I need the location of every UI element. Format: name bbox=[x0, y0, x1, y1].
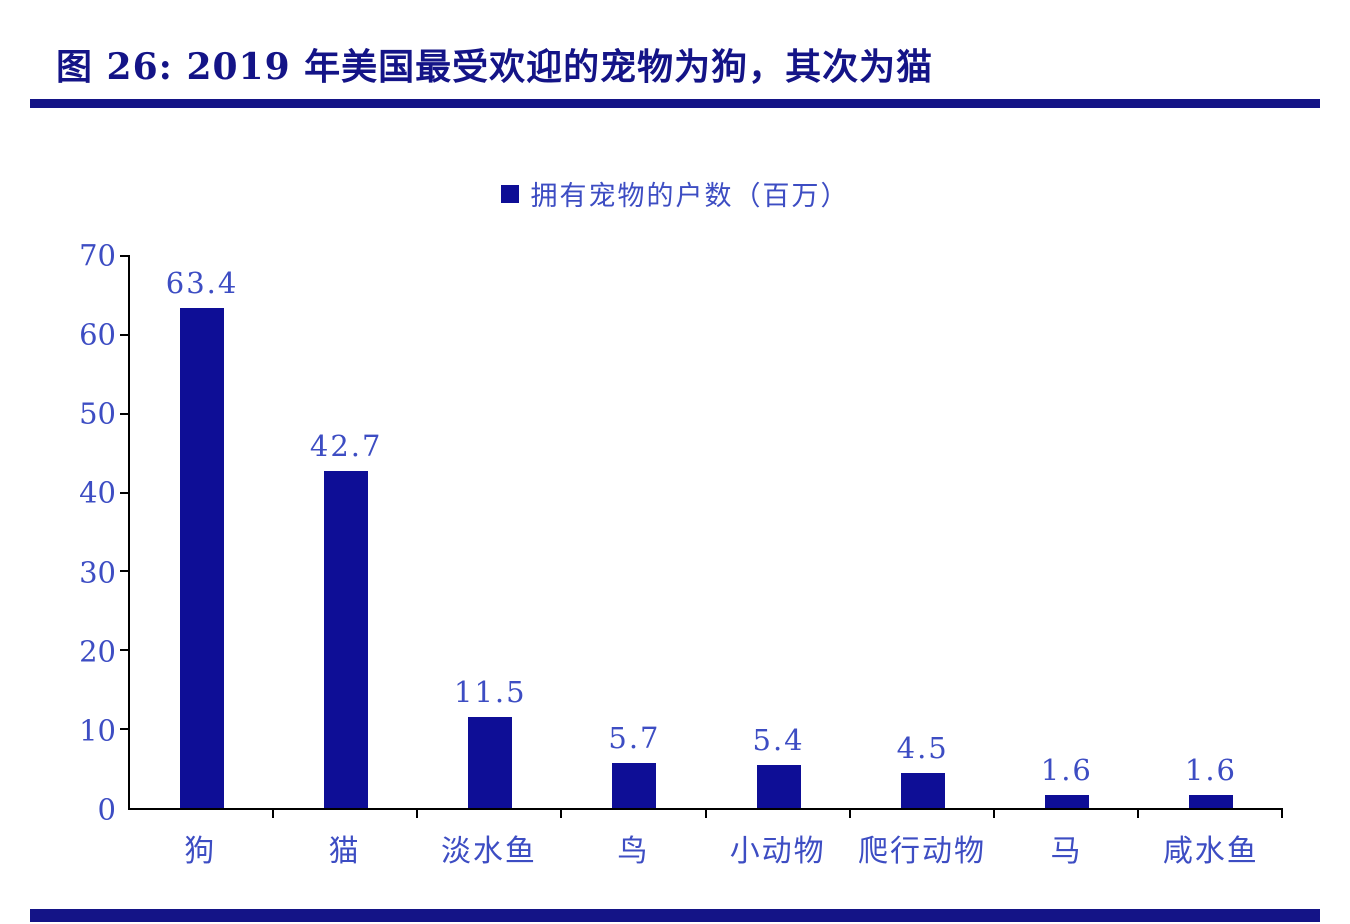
bar-slot: 5.7 bbox=[562, 256, 706, 808]
bar bbox=[1188, 795, 1233, 808]
y-axis-tick bbox=[120, 491, 130, 494]
x-axis-tick bbox=[416, 808, 419, 818]
y-axis-tick bbox=[120, 570, 130, 573]
bar-slot: 42.7 bbox=[274, 256, 418, 808]
x-axis-category-label: 咸水鱼 bbox=[1162, 834, 1259, 869]
bar bbox=[612, 763, 657, 808]
y-axis-tick-label: 60 bbox=[79, 317, 116, 352]
x-axis-tick bbox=[992, 808, 995, 818]
bar-slot: 1.6 bbox=[995, 256, 1139, 808]
x-axis-tick bbox=[560, 808, 563, 818]
bar-value-label: 5.7 bbox=[608, 721, 661, 756]
x-axis-tick bbox=[1136, 808, 1139, 818]
x-axis-tick bbox=[704, 808, 707, 818]
bar-value-label: 5.4 bbox=[752, 723, 805, 758]
bar-value-label: 63.4 bbox=[165, 266, 239, 301]
bar-slot: 5.4 bbox=[707, 256, 851, 808]
title-divider-rule bbox=[30, 99, 1320, 108]
chart-legend: 拥有宠物的户数（百万） bbox=[0, 174, 1350, 213]
y-axis-tick-label: 10 bbox=[79, 713, 116, 748]
bar bbox=[756, 765, 801, 808]
x-axis-category-label: 鸟 bbox=[617, 834, 650, 869]
bar-value-label: 11.5 bbox=[454, 675, 527, 710]
x-axis-category-label: 马 bbox=[1050, 834, 1083, 869]
y-axis-tick-label: 0 bbox=[97, 792, 116, 827]
legend-swatch-icon bbox=[500, 184, 519, 203]
y-axis-tick bbox=[120, 649, 130, 652]
y-axis-labels: 0 10 20 30 40 50 60 70 bbox=[30, 241, 116, 824]
y-axis-tick bbox=[120, 333, 130, 336]
x-axis-tick bbox=[272, 808, 275, 818]
y-axis-tick bbox=[120, 255, 130, 257]
bar-value-label: 1.6 bbox=[1040, 753, 1093, 788]
x-axis-category-label: 爬行动物 bbox=[858, 834, 987, 869]
y-axis-tick-label: 30 bbox=[79, 555, 116, 590]
bar-value-label: 1.6 bbox=[1184, 753, 1237, 788]
legend-label: 拥有宠物的户数（百万） bbox=[530, 181, 850, 212]
bar bbox=[180, 308, 225, 808]
x-axis-category-label: 狗 bbox=[184, 834, 217, 869]
bar-value-label: 42.7 bbox=[309, 429, 383, 464]
x-axis-category-label: 小动物 bbox=[729, 834, 826, 869]
x-axis-tick bbox=[1281, 808, 1283, 818]
plot-area: 63.4 42.7 11.5 5.7 5.4 4.5 1.6 1.6 bbox=[120, 255, 1283, 818]
figure-title: 图 26: 2019 年美国最受欢迎的宠物为狗，其次为猫 bbox=[56, 46, 934, 88]
x-axis-labels: 狗 猫 淡水鱼 鸟 小动物 爬行动物 马 咸水鱼 bbox=[128, 826, 1283, 870]
y-axis-tick-label: 50 bbox=[79, 396, 116, 431]
bar-slot: 11.5 bbox=[418, 256, 562, 808]
y-axis-tick-label: 70 bbox=[79, 238, 116, 273]
x-axis-tick bbox=[848, 808, 851, 818]
y-axis-tick bbox=[120, 728, 130, 731]
x-axis-category-label: 猫 bbox=[328, 834, 361, 869]
bar-slot: 63.4 bbox=[130, 256, 274, 808]
y-axis-tick-label: 20 bbox=[79, 634, 116, 669]
bar-slot: 4.5 bbox=[851, 256, 995, 808]
bar bbox=[324, 471, 369, 808]
x-axis-category-label: 淡水鱼 bbox=[440, 834, 537, 869]
bar bbox=[900, 772, 945, 808]
bar-slot: 1.6 bbox=[1139, 256, 1283, 808]
bar bbox=[468, 717, 513, 808]
y-axis-tick bbox=[120, 412, 130, 415]
footer-rule bbox=[30, 909, 1320, 922]
bar-value-label: 4.5 bbox=[896, 730, 949, 765]
y-axis-tick-label: 40 bbox=[79, 475, 116, 510]
bar bbox=[1044, 795, 1089, 808]
